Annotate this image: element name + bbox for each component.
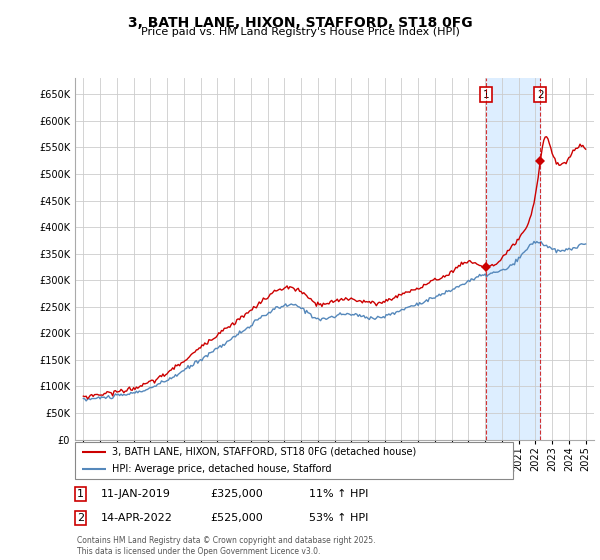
Text: 2: 2 [77,513,84,523]
Text: 1: 1 [482,90,489,100]
Text: 14-APR-2022: 14-APR-2022 [101,513,173,523]
Text: Contains HM Land Registry data © Crown copyright and database right 2025.
This d: Contains HM Land Registry data © Crown c… [77,536,376,556]
Text: 53% ↑ HPI: 53% ↑ HPI [309,513,368,523]
Text: HPI: Average price, detached house, Stafford: HPI: Average price, detached house, Staf… [112,464,332,474]
FancyBboxPatch shape [75,442,513,479]
Text: 11% ↑ HPI: 11% ↑ HPI [309,489,368,499]
Text: £525,000: £525,000 [210,513,263,523]
Text: 11-JAN-2019: 11-JAN-2019 [101,489,170,499]
Text: £325,000: £325,000 [210,489,263,499]
Text: 3, BATH LANE, HIXON, STAFFORD, ST18 0FG (detached house): 3, BATH LANE, HIXON, STAFFORD, ST18 0FG … [112,447,416,457]
Text: 3, BATH LANE, HIXON, STAFFORD, ST18 0FG: 3, BATH LANE, HIXON, STAFFORD, ST18 0FG [128,16,472,30]
Text: 2: 2 [537,90,544,100]
Text: Price paid vs. HM Land Registry's House Price Index (HPI): Price paid vs. HM Land Registry's House … [140,27,460,37]
Text: 1: 1 [77,489,84,499]
